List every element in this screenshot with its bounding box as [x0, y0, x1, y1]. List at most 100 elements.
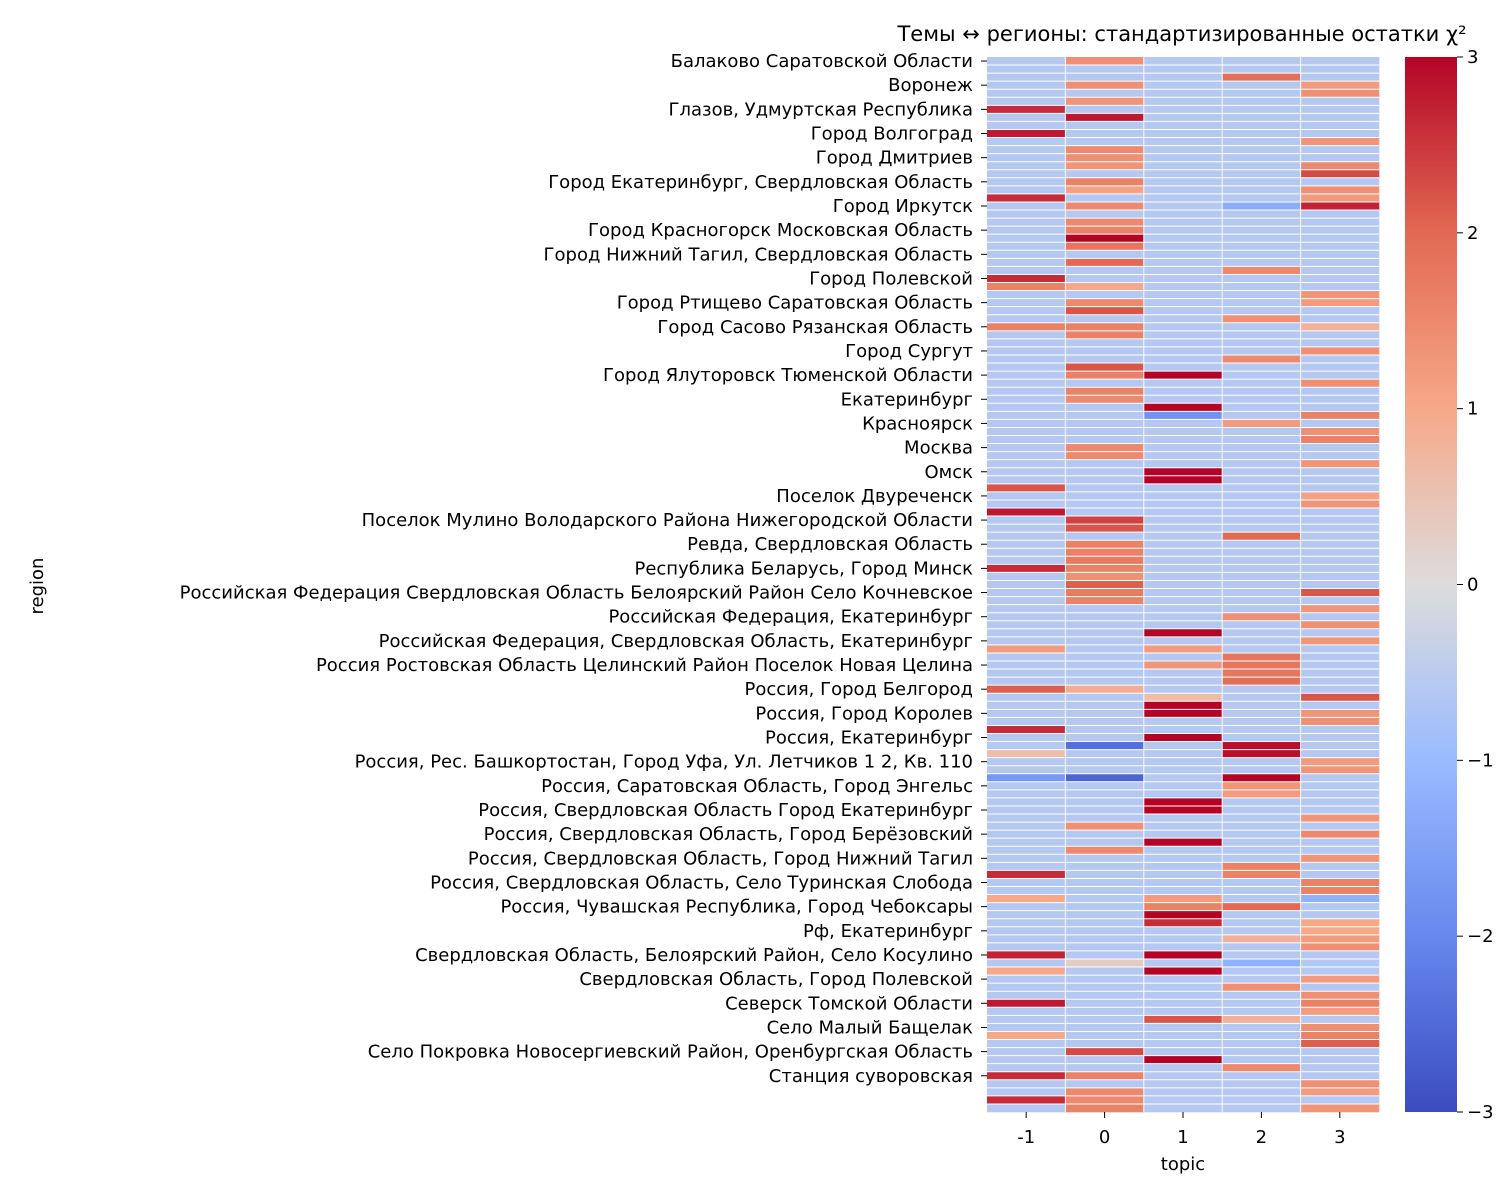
heatmap-cell [1300, 596, 1380, 605]
heatmap-cell [987, 830, 1066, 839]
heatmap-cell [987, 338, 1066, 348]
heatmap-cell [1065, 185, 1145, 195]
heatmap-cell [987, 113, 1066, 122]
heatmap-cell [1222, 491, 1301, 501]
heatmap-cell [1143, 773, 1223, 783]
heatmap-cell [1065, 661, 1145, 670]
heatmap-cell [1222, 499, 1301, 509]
heatmap-cell [1143, 387, 1223, 396]
heatmap-cell [987, 330, 1066, 340]
heatmap-cell [1300, 685, 1380, 694]
heatmap-cell [1143, 999, 1223, 1008]
heatmap-cell [1143, 97, 1223, 106]
heatmap-cell [1300, 532, 1380, 541]
heatmap-cell [1222, 201, 1301, 211]
heatmap-cell [1065, 459, 1145, 469]
heatmap-cell [1300, 411, 1380, 420]
heatmap-cell [1300, 548, 1380, 557]
heatmap-cell [1300, 661, 1380, 670]
y-tick-label: Россия, Рес. Башкортостан, Город Уфа, Ул… [355, 752, 973, 773]
heatmap-cell [1065, 258, 1145, 267]
heatmap-cell [1222, 65, 1301, 74]
heatmap-cell [987, 886, 1066, 895]
heatmap-cell [1300, 1023, 1380, 1032]
heatmap-cell [1143, 314, 1223, 324]
heatmap-cell [987, 137, 1066, 146]
heatmap-cell [1222, 516, 1301, 525]
heatmap-cell [1300, 894, 1380, 903]
heatmap-cell [1065, 1023, 1145, 1032]
heatmap-cell [987, 387, 1066, 396]
heatmap-grid [987, 57, 1379, 1112]
heatmap-cell [1065, 524, 1145, 533]
heatmap-cell [1143, 814, 1223, 823]
heatmap-cell [1143, 250, 1223, 259]
y-tick-label: Российская Федерация, Екатеринбург [608, 607, 973, 628]
heatmap-cell [1143, 548, 1223, 557]
heatmap-cell [1065, 403, 1145, 412]
heatmap-cell [1143, 322, 1223, 332]
heatmap-cell [1222, 354, 1301, 364]
heatmap-cell [1065, 1071, 1145, 1081]
heatmap-cell [1143, 129, 1223, 138]
heatmap-cell [1222, 846, 1301, 855]
heatmap-cell [987, 1047, 1066, 1056]
heatmap-cell [1222, 524, 1301, 533]
heatmap-cell [987, 1007, 1066, 1016]
heatmap-cell [1143, 564, 1223, 573]
heatmap-cell [1065, 1079, 1145, 1089]
heatmap-cell [1222, 161, 1301, 171]
heatmap-cell [1300, 137, 1380, 146]
heatmap-cell [1065, 781, 1145, 791]
heatmap-cell [1065, 540, 1145, 549]
heatmap-cell [987, 306, 1066, 316]
heatmap-cell [1065, 411, 1145, 420]
heatmap-cell [1143, 596, 1223, 605]
heatmap-cell [1222, 363, 1301, 372]
heatmap-cell [1222, 105, 1301, 114]
colorbar-tick-label: −1 [1467, 750, 1494, 771]
heatmap-cell [987, 282, 1066, 291]
heatmap-cell [1222, 588, 1301, 597]
heatmap-cell [1300, 652, 1380, 662]
heatmap-cell [1143, 765, 1223, 775]
heatmap-cell [1222, 797, 1301, 807]
heatmap-cell [987, 572, 1066, 581]
heatmap-cell [1065, 757, 1145, 766]
heatmap-cell [1143, 588, 1223, 597]
heatmap-cell [987, 701, 1066, 710]
heatmap-cell [1143, 459, 1223, 469]
heatmap-cell [1300, 628, 1380, 638]
heatmap-cell [1143, 983, 1223, 992]
y-tick-label: Красноярск [862, 413, 973, 434]
heatmap-cell [1143, 435, 1223, 444]
heatmap-cell [987, 749, 1066, 758]
heatmap-cell [1222, 805, 1301, 815]
heatmap-cell [1065, 379, 1145, 388]
heatmap-cell [987, 902, 1066, 911]
heatmap-cell [1222, 507, 1301, 517]
heatmap-cell [1143, 258, 1223, 267]
heatmap-cell [1065, 644, 1145, 654]
heatmap-cell [1300, 1063, 1380, 1073]
heatmap-cell [1143, 942, 1223, 952]
heatmap-cell [1222, 950, 1301, 960]
x-tick-label: 0 [1099, 1127, 1110, 1148]
heatmap-cell [987, 1055, 1066, 1064]
heatmap-cell [1065, 741, 1145, 750]
heatmap-cell [987, 604, 1066, 613]
heatmap-cell [1143, 741, 1223, 750]
y-tick-label: Россия Ростовская Область Целинский Райо… [316, 655, 973, 676]
heatmap-cell [987, 765, 1066, 775]
heatmap-cell [1300, 556, 1380, 565]
heatmap-cell [1143, 661, 1223, 670]
heatmap-cell [1300, 773, 1380, 783]
heatmap-cell [1222, 395, 1301, 404]
heatmap-cell [987, 652, 1066, 662]
heatmap-cell [1300, 838, 1380, 847]
heatmap-cell [1143, 411, 1223, 420]
y-tick-label: Город Иркутск [833, 196, 973, 217]
heatmap-cell [987, 121, 1066, 130]
colorbar-tick-label: −3 [1467, 1102, 1494, 1123]
heatmap-cell [1143, 628, 1223, 638]
